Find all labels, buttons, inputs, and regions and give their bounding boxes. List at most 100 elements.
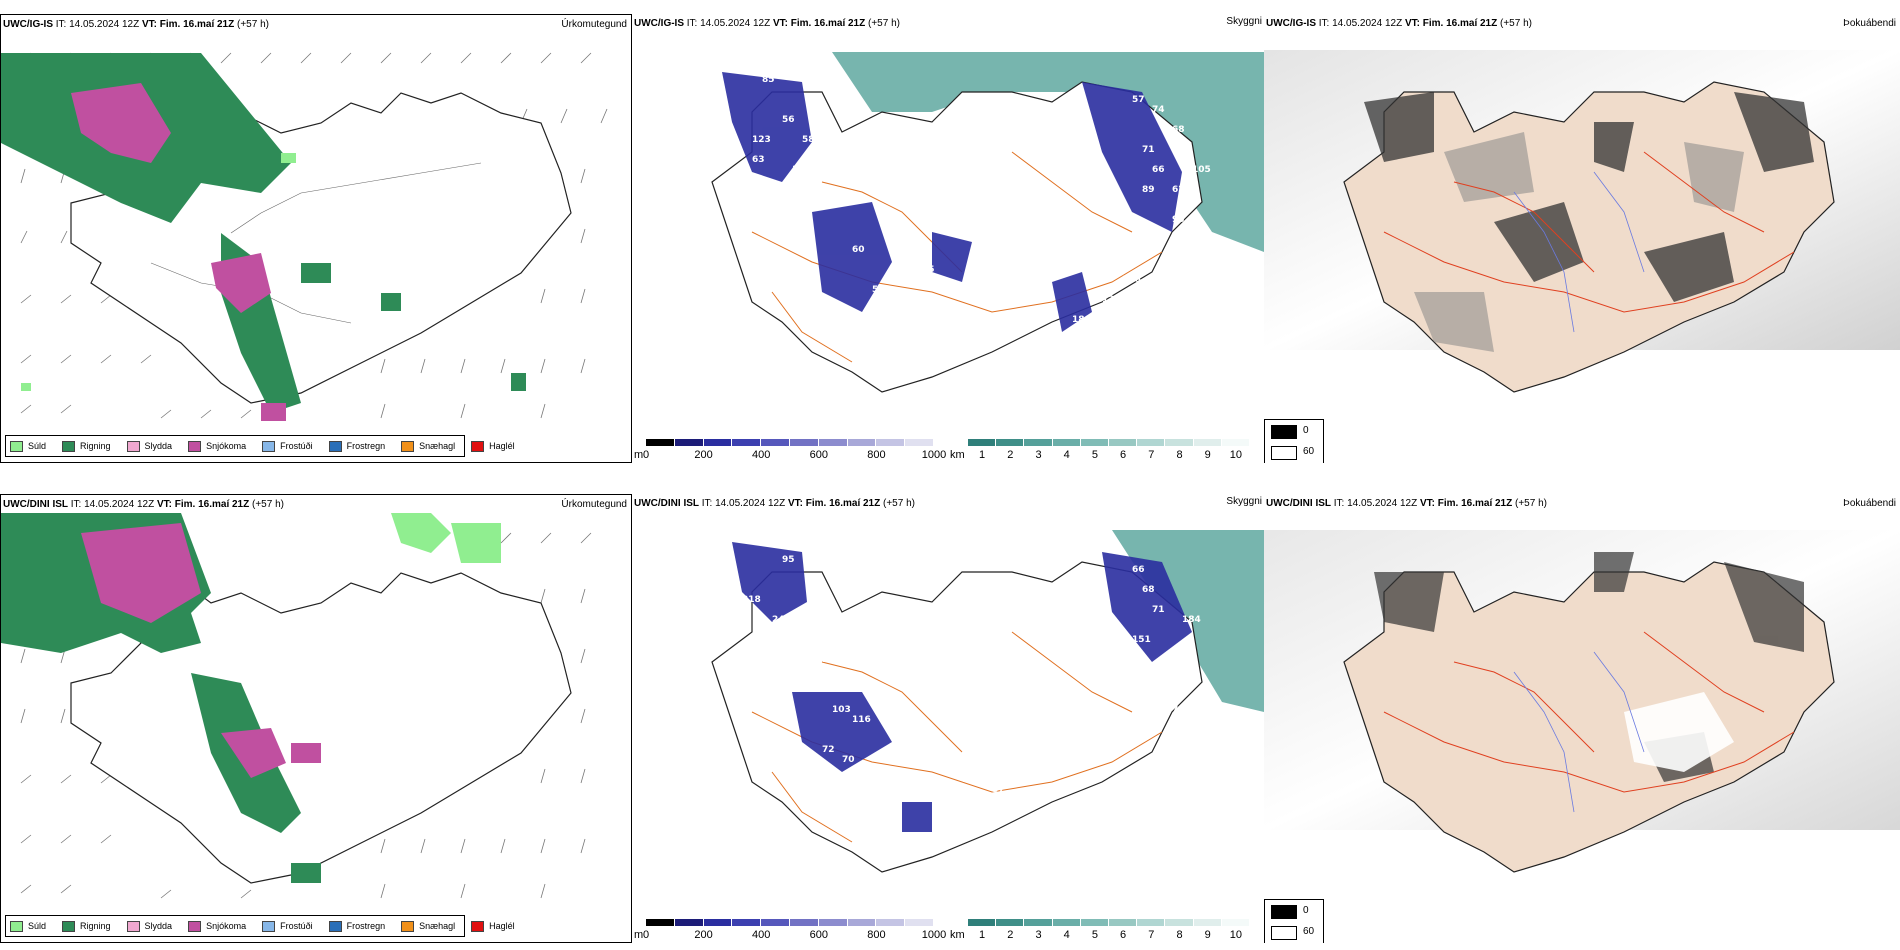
vt-value: Fim. 16.maí 21Z	[805, 498, 881, 509]
colorbar-segment	[876, 439, 906, 446]
peak-value-label: 82	[882, 805, 895, 815]
colorbar-segment	[1052, 919, 1081, 926]
peak-value-label: 70	[1082, 265, 1095, 275]
lead-time: (+57 h)	[868, 18, 900, 29]
legend-item-rigning: Rigning	[62, 920, 111, 932]
panel-title: Skyggni	[1226, 496, 1262, 507]
it-value: 14.05.2024 12Z	[700, 18, 771, 29]
colorbar-segment	[1165, 439, 1194, 446]
precip-type-panel-row1: UWC/IG-IS IT: 14.05.2024 12Z VT: Fim. 16…	[0, 14, 632, 463]
peak-value-label: 70	[842, 755, 855, 765]
peak-value-label: 13	[882, 835, 895, 845]
roads	[751, 151, 1163, 363]
vt-value: Fim. 16.maí 21Z	[1422, 18, 1498, 29]
panel-header: UWC/IG-IS IT: 14.05.2024 12Z VT: Fim. 16…	[1266, 18, 1532, 29]
height-colorbar: m 0 200 400 600 800 1000	[634, 919, 954, 943]
iceland-outline	[711, 561, 1203, 873]
it-label: IT:	[686, 18, 698, 29]
model-name: UWC/DINI ISL	[3, 499, 68, 510]
legend-item-frostudi: Frostúði	[262, 440, 313, 452]
peak-value-label: 105	[1192, 165, 1211, 175]
colorbar-tick-label: 200	[694, 449, 713, 461]
colorbar-segment	[1052, 439, 1081, 446]
legend-item-sudd: Súld	[10, 920, 46, 932]
peak-value-label: 61	[912, 885, 925, 895]
model-name: UWC/IG-IS	[3, 19, 53, 30]
colorbar-tick-label: 400	[752, 449, 771, 461]
vt-label: VT:	[787, 498, 803, 509]
it-label: IT:	[55, 19, 67, 30]
colorbar-unit: m	[634, 929, 644, 941]
snow-areas	[71, 83, 286, 421]
legend-item-snjokoma: Snjókoma	[188, 920, 246, 932]
model-name: UWC/IG-IS	[1266, 18, 1316, 29]
peak-value-label: 56	[782, 115, 795, 125]
colorbar-segment	[761, 919, 790, 926]
roads	[1383, 631, 1795, 793]
precip-legend: Súld Rigning Slydda Snjókoma Frostúði Fr…	[5, 435, 515, 457]
colorbar-unit: m	[634, 449, 644, 461]
colorbar-segment	[790, 919, 819, 926]
precip-cells	[732, 542, 1192, 832]
peak-value-label: 85	[762, 75, 775, 85]
peak-value-label: 109	[792, 215, 811, 225]
peak-value-label: 122	[792, 165, 811, 175]
colorbar-segment	[646, 439, 675, 446]
colorbar-segment	[818, 439, 848, 446]
colorbar-tick-label: 4	[1063, 929, 1070, 941]
panel-header: UWC/IG-IS IT: 14.05.2024 12Z VT: Fim. 16…	[3, 19, 269, 30]
peak-value-label: 66	[1132, 565, 1145, 575]
colorbar-tick-label: 10	[1229, 929, 1243, 941]
lead-time: (+57 h)	[252, 499, 284, 510]
colorbar-segment	[1109, 439, 1138, 446]
colorbar-segment	[1137, 439, 1166, 446]
precip-cells	[722, 72, 1182, 332]
fog-dark-areas	[1364, 92, 1814, 302]
it-label: IT:	[70, 499, 82, 510]
peak-value-label: 60	[852, 245, 865, 255]
height-colorbar: m 0 200 400 600 800 1000	[634, 439, 954, 463]
legend-item-sudd: Súld	[10, 440, 46, 452]
fog-legend: 0 60	[1264, 899, 1324, 943]
colorbar-segment	[847, 439, 877, 446]
colorbar-segment	[968, 439, 997, 446]
panel-title: Skyggni	[1226, 16, 1262, 27]
peak-value-label: 71	[1142, 145, 1155, 155]
colorbar-tick-label: 3	[1035, 929, 1042, 941]
roads	[751, 631, 1163, 843]
legend-item-frostudi: Frostúði	[262, 920, 313, 932]
colorbar-tick-label: 800	[867, 449, 886, 461]
colorbar-tick-label: 5	[1091, 449, 1098, 461]
peak-value-label: 59	[782, 185, 795, 195]
colorbar-segment	[818, 919, 848, 926]
precip-type-map	[1, 513, 592, 899]
fog-legend-dark-swatch	[1271, 425, 1297, 439]
peak-value-label: 218	[742, 595, 761, 605]
cloud-map: 85 56 58 123 10 63 122 59 109 76 34 25 60 88 54 55 40 108…	[711, 52, 1264, 415]
colorbar-segment	[790, 439, 819, 446]
legend-item-frostregn: Frostregn	[328, 440, 385, 452]
colorbar-segment	[674, 439, 704, 446]
legend-item-slydda: Slydda	[126, 920, 172, 932]
colorbar-segment	[703, 439, 733, 446]
legend-item-slydda: Slydda	[126, 440, 172, 452]
colorbar-tick-label: 0	[642, 929, 650, 941]
iceland-outline	[711, 81, 1203, 393]
snow-areas	[81, 523, 321, 778]
peak-value-label: 12	[902, 365, 915, 375]
peak-value-label: 80	[842, 785, 855, 795]
peak-value-label: 98	[862, 345, 875, 355]
vt-label: VT:	[141, 19, 157, 30]
fog-legend: 0 60	[1264, 419, 1324, 463]
peak-value-label: 151	[1132, 635, 1151, 645]
it-value: 14.05.2024 12Z	[715, 498, 786, 509]
fog-panel-row1: UWC/IG-IS IT: 14.05.2024 12Z VT: Fim. 16…	[1264, 14, 1900, 463]
peak-value-label: 124	[1182, 255, 1201, 265]
colorbar-tick-label: 600	[809, 929, 828, 941]
lead-time: (+57 h)	[883, 498, 915, 509]
vt-value: Fim. 16.maí 21Z	[790, 18, 866, 29]
colorbar-segment	[905, 919, 934, 926]
colorbar-segment	[646, 919, 675, 926]
